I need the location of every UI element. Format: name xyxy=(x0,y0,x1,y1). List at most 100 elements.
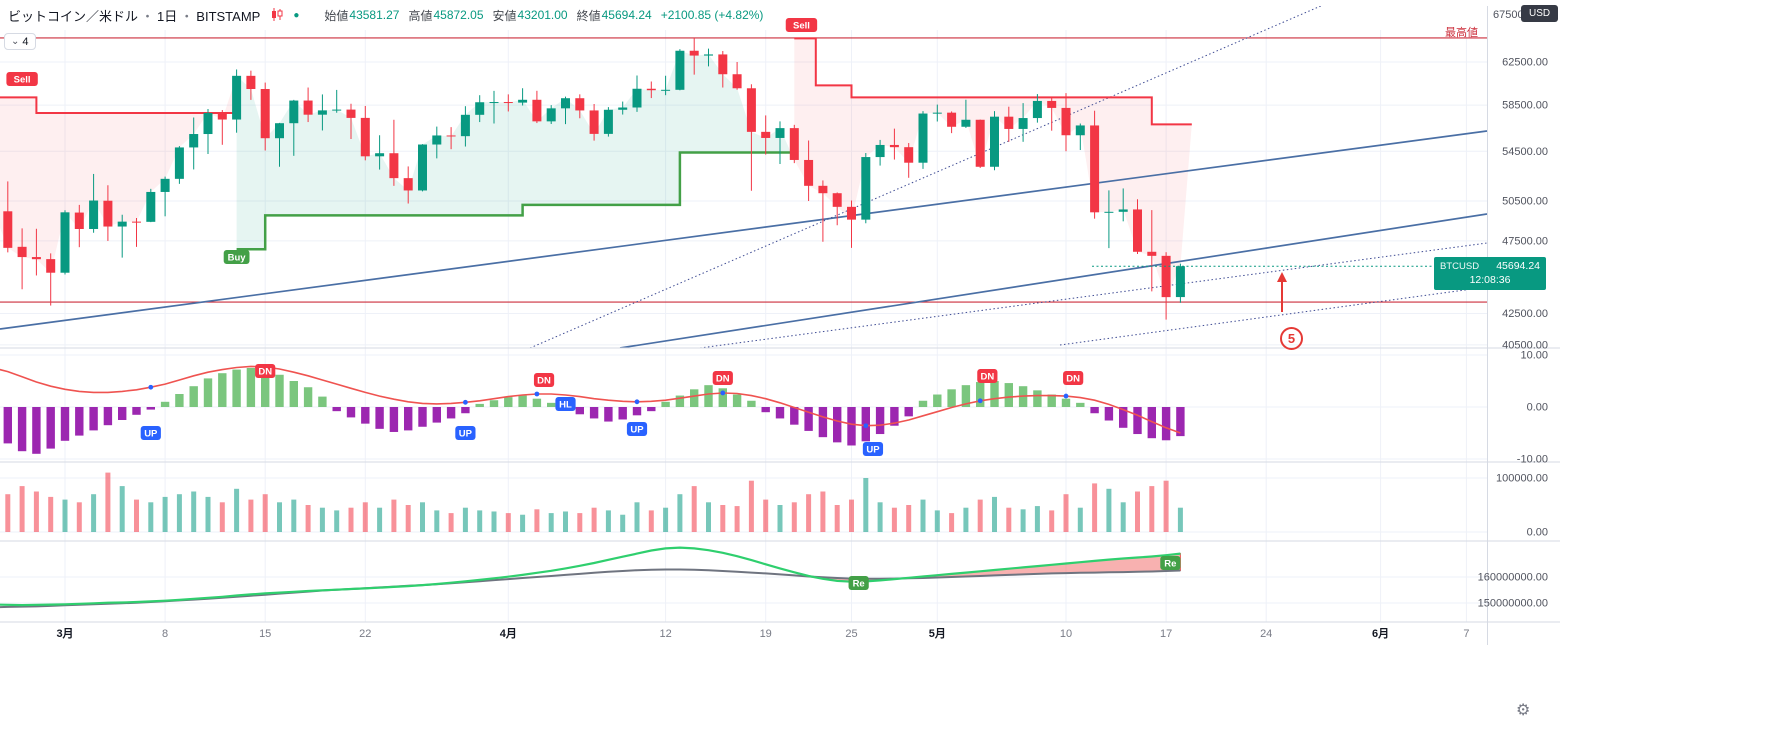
candle[interactable] xyxy=(1090,110,1100,219)
candle[interactable] xyxy=(232,69,242,133)
candle[interactable] xyxy=(117,214,127,258)
candle[interactable] xyxy=(246,70,256,100)
symbol-title[interactable]: ビットコイン／米ドル・ 1日・ BITSTAMP xyxy=(8,6,260,25)
candle[interactable] xyxy=(389,119,399,186)
candle[interactable] xyxy=(947,111,957,134)
candle[interactable] xyxy=(746,84,756,191)
candle[interactable] xyxy=(174,146,184,184)
candle[interactable] xyxy=(961,99,971,128)
candle[interactable] xyxy=(1018,103,1028,142)
candle[interactable] xyxy=(132,218,141,247)
candle[interactable] xyxy=(789,124,799,164)
candlestick-series[interactable] xyxy=(0,37,1185,320)
candle[interactable] xyxy=(990,111,999,171)
candle[interactable] xyxy=(1133,199,1142,255)
candle[interactable] xyxy=(203,109,213,155)
candle[interactable] xyxy=(403,166,413,204)
candle[interactable] xyxy=(446,127,456,150)
price-axis[interactable]: 62500.00 58500.00 54500.00 50500.00 47500.00… xyxy=(1478,57,1548,610)
candle[interactable] xyxy=(532,90,542,124)
candle[interactable] xyxy=(546,105,556,125)
candle[interactable] xyxy=(718,51,728,88)
candle[interactable] xyxy=(3,181,13,253)
candle[interactable] xyxy=(732,62,742,90)
candle[interactable] xyxy=(260,82,270,151)
candle[interactable] xyxy=(489,90,499,124)
candle[interactable] xyxy=(1032,94,1042,123)
dotted-trendline[interactable] xyxy=(1059,286,1487,346)
candle[interactable] xyxy=(775,121,785,165)
candle[interactable] xyxy=(60,210,70,275)
candle[interactable] xyxy=(475,95,485,123)
dotted-trendline[interactable] xyxy=(529,2,1330,348)
candle[interactable] xyxy=(317,94,327,131)
candle[interactable] xyxy=(332,89,342,113)
trendline[interactable] xyxy=(0,130,1487,330)
candle[interactable] xyxy=(918,111,928,169)
candle[interactable] xyxy=(618,101,628,115)
candle[interactable] xyxy=(518,88,528,106)
candle[interactable] xyxy=(217,110,227,145)
candle[interactable] xyxy=(275,122,284,167)
candle[interactable] xyxy=(875,139,885,166)
candle[interactable] xyxy=(89,173,99,233)
candle[interactable] xyxy=(289,99,299,156)
candle[interactable] xyxy=(460,106,470,147)
candle[interactable] xyxy=(503,94,513,112)
candle[interactable] xyxy=(1061,93,1071,152)
candle[interactable] xyxy=(1075,123,1085,151)
candle[interactable] xyxy=(904,143,914,178)
candle[interactable] xyxy=(704,48,713,67)
candle[interactable] xyxy=(1004,106,1014,142)
candle[interactable] xyxy=(360,105,370,161)
candle[interactable] xyxy=(847,200,856,248)
candle[interactable] xyxy=(689,37,699,75)
time-label: 22 xyxy=(359,628,371,640)
candle[interactable] xyxy=(761,115,771,155)
candle[interactable] xyxy=(818,180,828,242)
candle[interactable] xyxy=(575,94,585,119)
candle[interactable] xyxy=(804,140,814,202)
candle[interactable] xyxy=(418,144,427,192)
settings-gear-icon[interactable]: ⚙ xyxy=(1516,702,1531,719)
candle[interactable] xyxy=(189,117,199,170)
candle[interactable] xyxy=(1161,252,1171,320)
candle[interactable] xyxy=(17,228,27,290)
currency-button[interactable]: USD xyxy=(1521,5,1559,22)
candle[interactable] xyxy=(1047,96,1057,131)
candle[interactable] xyxy=(346,103,356,140)
candle[interactable] xyxy=(603,107,613,137)
candle[interactable] xyxy=(1118,188,1128,222)
dotted-trendline[interactable] xyxy=(699,242,1487,348)
candle[interactable] xyxy=(889,128,899,160)
time-label: 10 xyxy=(1060,628,1072,640)
candle[interactable] xyxy=(103,185,113,241)
candle[interactable] xyxy=(632,75,642,112)
candle[interactable] xyxy=(74,204,84,248)
candle[interactable] xyxy=(1147,210,1157,292)
chart-canvas[interactable]: Sell Buy Sell DN DN DN DN DN UP UP UP UP HL Re Re 62500… xyxy=(0,0,1560,645)
candle[interactable] xyxy=(1175,263,1185,303)
candle[interactable] xyxy=(1104,190,1114,249)
candle[interactable] xyxy=(146,188,156,223)
candle[interactable] xyxy=(675,49,685,91)
circled-number-annotation[interactable]: 5 xyxy=(1280,327,1303,350)
candle[interactable] xyxy=(932,104,942,122)
candle[interactable] xyxy=(832,192,842,226)
candle[interactable] xyxy=(432,126,442,159)
candle[interactable] xyxy=(31,228,41,276)
candle[interactable] xyxy=(589,104,599,141)
candle[interactable] xyxy=(861,153,871,224)
candle[interactable] xyxy=(561,96,570,125)
arrow-annotation[interactable] xyxy=(1277,272,1287,312)
trendline[interactable] xyxy=(619,213,1487,348)
candle[interactable] xyxy=(303,87,313,123)
candle[interactable] xyxy=(661,75,671,96)
candle[interactable] xyxy=(375,135,385,170)
time-axis[interactable]: 3月 8 15 22 4月 12 19 25 5月 10 17 24 6月 7 xyxy=(56,627,1469,640)
candle[interactable] xyxy=(46,253,56,306)
candle[interactable] xyxy=(646,81,656,99)
candle[interactable] xyxy=(975,119,985,168)
legend-collapse-button[interactable]: ⌄ 4 xyxy=(4,33,36,50)
candle[interactable] xyxy=(160,176,170,217)
